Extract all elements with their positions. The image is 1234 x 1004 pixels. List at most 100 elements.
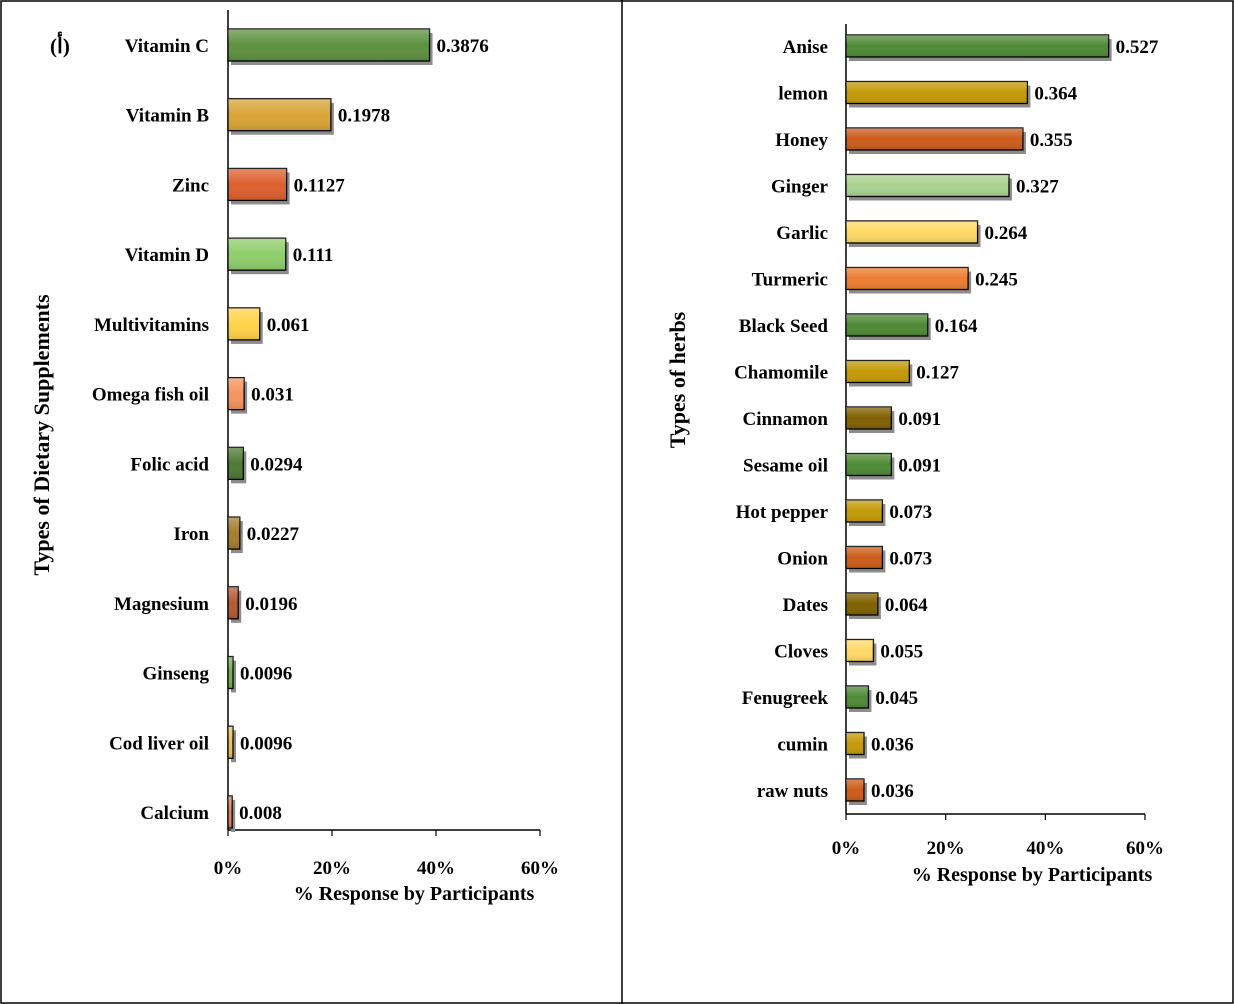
category-label: Anise (783, 37, 828, 58)
x-tick-label: 60% (1126, 838, 1164, 859)
x-tick-label: 40% (417, 858, 455, 879)
value-label: 0.064 (885, 595, 928, 616)
category-label: Omega fish oil (92, 385, 209, 406)
category-label: Cinnamon (742, 409, 828, 430)
category-label: Ginseng (142, 664, 209, 685)
value-label: 0.036 (871, 735, 914, 756)
panel-label: (أ) (50, 31, 70, 58)
bar-highlight (846, 360, 910, 383)
value-label: 0.0096 (240, 664, 292, 685)
value-label: 0.091 (898, 409, 941, 430)
value-label: 0.045 (875, 688, 918, 709)
bar-highlight (846, 453, 892, 476)
value-label: 0.164 (935, 316, 978, 337)
bar-highlight (228, 796, 233, 828)
value-label: 0.364 (1034, 84, 1077, 105)
category-label: Zinc (172, 175, 209, 196)
bar-highlight (846, 500, 883, 522)
x-tick-label: 0% (214, 858, 243, 879)
value-label: 0.1127 (294, 175, 346, 196)
category-label: Cloves (774, 642, 828, 663)
category-label: Hot pepper (736, 502, 829, 523)
value-label: 0.0196 (245, 594, 297, 615)
category-label: Cod liver oil (109, 733, 209, 754)
bar-highlight (846, 81, 1028, 104)
value-label: 0.264 (985, 223, 1028, 244)
bar-highlight (846, 174, 1009, 197)
category-label: Calcium (140, 803, 209, 824)
category-label: Sesame oil (743, 456, 828, 477)
value-label: 0.3876 (437, 36, 489, 57)
bar-highlight (228, 447, 244, 480)
category-label: raw nuts (757, 781, 828, 802)
category-label: Vitamin C (125, 36, 209, 57)
x-tick-label: 60% (521, 858, 559, 879)
value-label: 0.091 (898, 456, 941, 477)
category-label: cumin (777, 735, 828, 756)
x-tick-label: 20% (927, 838, 965, 859)
category-label: Honey (775, 130, 828, 151)
category-label: Ginger (771, 177, 829, 198)
bar-highlight (228, 307, 260, 340)
category-label: Fenugreek (742, 688, 829, 709)
value-label: 0.008 (239, 803, 282, 824)
bar-highlight (228, 29, 430, 61)
bar-shadow (231, 800, 236, 832)
x-axis-title: % Response by Participants (294, 883, 535, 905)
category-label: Folic acid (130, 454, 209, 475)
category-label: Turmeric (752, 270, 828, 291)
value-label: 0.327 (1016, 177, 1059, 198)
bar-highlight (228, 517, 240, 550)
category-label: Chamomile (734, 363, 828, 384)
value-label: 0.061 (267, 315, 310, 336)
bar-highlight (228, 377, 245, 410)
value-label: 0.055 (880, 642, 923, 663)
bar-highlight (846, 639, 874, 662)
bar-highlight (228, 656, 233, 689)
category-label: Magnesium (114, 594, 209, 615)
bar-highlight (228, 168, 287, 201)
value-label: 0.0227 (247, 524, 300, 545)
value-label: 0.073 (889, 549, 932, 570)
herbs-chart: Types of herbs % Response by Participant… (665, 24, 1164, 886)
bar-highlight (228, 586, 239, 619)
value-label: 0.0294 (250, 454, 303, 475)
x-tick-label: 20% (313, 858, 351, 879)
category-label: Vitamin B (126, 106, 210, 127)
bar-highlight (846, 314, 928, 336)
value-label: 0.527 (1116, 37, 1159, 58)
value-label: 0.245 (975, 270, 1018, 291)
bar-highlight (228, 238, 286, 271)
value-label: 0.036 (871, 781, 914, 802)
dietary-supplements-chart: (أ) Types of Dietary Supplements % Respo… (29, 10, 559, 905)
bar-highlight (846, 593, 878, 615)
category-label: Iron (173, 524, 209, 545)
value-label: 0.111 (293, 245, 334, 266)
x-tick-label: 0% (832, 838, 861, 859)
value-label: 0.127 (916, 363, 959, 384)
bar-highlight (228, 726, 233, 759)
value-label: 0.0096 (240, 733, 292, 754)
value-label: 0.073 (889, 502, 932, 523)
x-axis-title: % Response by Participants (912, 864, 1153, 886)
bar-highlight (846, 732, 864, 755)
category-label: lemon (778, 84, 828, 105)
category-label: Onion (777, 549, 828, 570)
bar-highlight (846, 221, 978, 243)
category-label: Garlic (776, 223, 828, 244)
bar-highlight (846, 35, 1109, 57)
bar-highlight (846, 267, 969, 290)
bar-highlight (846, 407, 892, 429)
bar-highlight (846, 779, 864, 801)
value-label: 0.031 (251, 385, 294, 406)
bar-highlight (228, 98, 331, 131)
category-label: Multivitamins (94, 315, 209, 336)
category-label: Vitamin D (125, 245, 209, 266)
value-label: 0.355 (1030, 130, 1073, 151)
value-label: 0.1978 (338, 106, 390, 127)
bar-highlight (846, 686, 869, 708)
category-label: Dates (783, 595, 828, 616)
category-label: Black Seed (739, 316, 829, 337)
bar-highlight (846, 546, 883, 569)
